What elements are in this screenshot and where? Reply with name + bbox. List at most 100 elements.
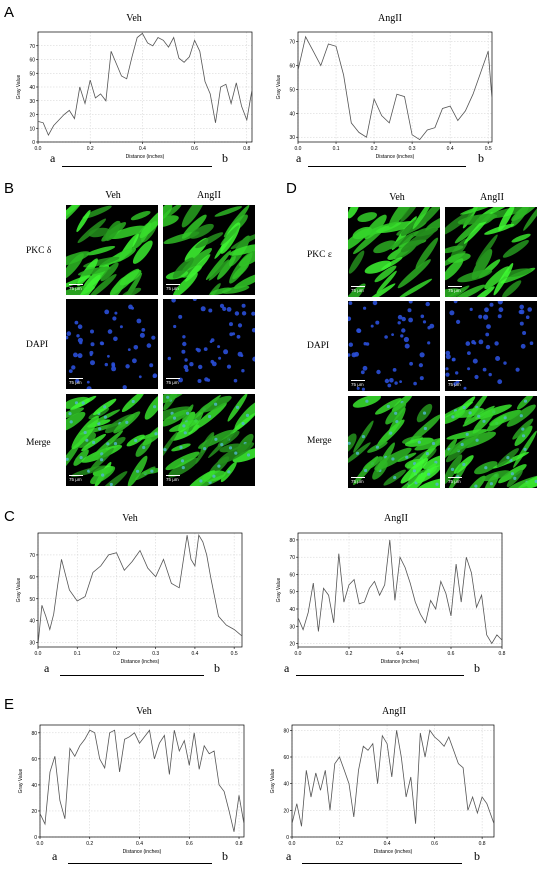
row-label-dapi: DAPI [307, 341, 330, 351]
x-axis-label: Distance (inches) [126, 154, 165, 160]
plot-title-e-angii: AngII [382, 706, 406, 717]
x-tick-label-2: 0.2 [113, 651, 120, 657]
scale-bar: 75 μm [166, 378, 180, 385]
y-tick-label-4: 70 [29, 553, 35, 559]
x-tick-label-0: 0.0 [35, 146, 42, 152]
line-end-label-b: b [222, 151, 228, 165]
y-tick-label-0: 0 [286, 835, 289, 841]
column-label-angii: AngII [197, 190, 221, 201]
scale-bar: 75 μm [69, 475, 83, 482]
plot-frame [37, 31, 253, 143]
x-tick-label-3: 0.6 [448, 651, 455, 657]
series-line [37, 534, 243, 645]
x-tick-label-1: 0.2 [86, 841, 93, 847]
x-axis-label: Distance (inches) [374, 849, 413, 855]
y-tick-label-1: 20 [31, 809, 37, 815]
y-tick-label-2: 20 [29, 113, 35, 119]
line-end-label-b: b [478, 151, 484, 165]
x-tick-label-0: 0.0 [35, 651, 42, 657]
column-label-veh: Veh [389, 192, 405, 203]
scale-bar: 75 μm [166, 475, 180, 482]
scale-bar: 75 μm [448, 477, 462, 484]
scale-bar: 75 μm [448, 286, 462, 293]
x-tick-label-3: 0.3 [409, 146, 416, 152]
series-line [37, 32, 253, 137]
row-label-pkc-epsilon: PKC ε [307, 250, 332, 260]
scale-bar: 75 μm [166, 284, 180, 291]
x-tick-label-4: 0.8 [499, 651, 506, 657]
y-tick-label-5: 50 [29, 71, 35, 77]
x-tick-label-4: 0.8 [479, 841, 486, 847]
micrograph-pkc-delta-angii: 75 μm [163, 205, 255, 295]
panel-label-d: D [286, 180, 297, 197]
y-tick-label-1: 40 [29, 619, 35, 625]
plot-frame [291, 724, 495, 838]
line-segment-a-veh [62, 166, 212, 167]
x-tick-label-1: 0.2 [346, 651, 353, 657]
line-plot-c-veh: 30 40 50 60 70 0.0 0.1 0.2 0.3 0.4 0.5 Distance (in… [16, 532, 243, 665]
x-tick-label-2: 0.4 [139, 146, 146, 152]
y-tick-label-1: 40 [289, 111, 295, 117]
y-tick-label-1: 20 [283, 808, 289, 814]
line-start-label-a: a [44, 661, 50, 675]
line-start-label-a: a [52, 849, 58, 863]
scale-bar: 75 μm [69, 378, 83, 385]
micrograph-pkc-epsilon-angii: 75 μm [445, 207, 537, 297]
x-tick-label-0: 0.0 [295, 651, 302, 657]
plot-frame [297, 532, 503, 648]
y-tick-label-4: 60 [289, 572, 295, 578]
x-tick-label-2: 0.4 [384, 841, 391, 847]
y-tick-label-3: 50 [289, 590, 295, 596]
x-axis-label: Distance (inches) [121, 659, 160, 665]
scale-bar: 75 μm [351, 477, 365, 484]
plot-title-e-veh: Veh [136, 706, 152, 717]
y-axis-label: Gray Value [270, 768, 276, 793]
line-end-label-b: b [474, 661, 480, 675]
micrograph-dapi-angii: 75 μm [163, 299, 255, 389]
y-tick-label-3: 60 [29, 575, 35, 581]
y-tick-label-4: 70 [289, 40, 295, 46]
line-end-label-b: b [214, 661, 220, 675]
micrograph-pkc-delta-veh: 75 μm [66, 205, 158, 295]
x-axis-label: Distance (inches) [381, 659, 420, 665]
y-tick-label-3: 60 [31, 757, 37, 763]
line-segment-c-angii [296, 675, 464, 676]
column-label-angii: AngII [480, 192, 504, 203]
series-line [297, 539, 503, 645]
x-tick-label-3: 0.6 [191, 146, 198, 152]
x-tick-label-1: 0.2 [336, 841, 343, 847]
line-plot-a-angii: 30 40 50 60 70 0.0 0.1 0.2 0.3 0.4 0.5 Distance (in… [276, 31, 493, 160]
y-tick-label-2: 40 [289, 607, 295, 613]
row-label-merge: Merge [307, 436, 332, 446]
y-axis-label: Gray Value [18, 768, 24, 793]
panel-label-a: A [4, 4, 15, 21]
y-tick-label-1: 30 [289, 624, 295, 630]
plot-title-c-veh: Veh [122, 513, 138, 524]
row-label-pkc-delta: PKC δ [26, 246, 52, 256]
x-tick-label-1: 0.1 [333, 146, 340, 152]
micrograph-pkc-epsilon-veh: 75 μm [348, 207, 440, 297]
micrograph-merge-angii: 75 μm [163, 394, 255, 486]
y-axis-label: Gray Value [276, 74, 282, 99]
x-tick-label-3: 0.6 [431, 841, 438, 847]
micrograph-dapi-veh: 75 μm [66, 299, 158, 389]
x-tick-label-1: 0.1 [74, 651, 81, 657]
y-tick-label-2: 50 [29, 597, 35, 603]
x-tick-label-2: 0.2 [371, 146, 378, 152]
y-tick-label-2: 40 [283, 782, 289, 788]
series-line [39, 729, 245, 832]
series-line [297, 35, 493, 141]
x-tick-label-5: 0.5 [231, 651, 238, 657]
y-tick-label-5: 70 [289, 555, 295, 561]
x-axis-label: Distance (inches) [376, 154, 415, 160]
y-tick-label-0: 30 [29, 641, 35, 647]
line-plot-a-veh: 0 10 20 30 40 50 60 70 0.0 0.2 0.4 0.6 0.8 Distance (… [16, 31, 253, 160]
row-label-dapi: DAPI [26, 340, 49, 350]
line-segment-e-veh [68, 863, 212, 864]
plot-frame [297, 31, 493, 143]
y-tick-label-2: 40 [31, 783, 37, 789]
line-segment-e-angii [302, 863, 462, 864]
y-tick-label-0: 0 [32, 140, 35, 146]
x-axis-label: Distance (inches) [123, 849, 162, 855]
y-tick-label-4: 40 [29, 85, 35, 91]
